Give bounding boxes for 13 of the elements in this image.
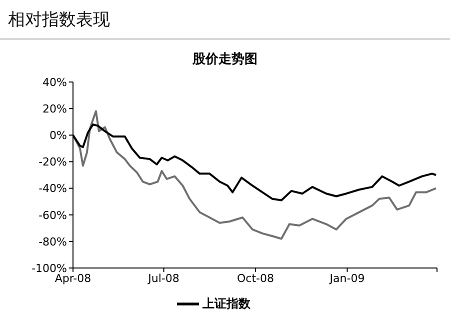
y-tick-label: 20% [42, 102, 67, 116]
y-tick-label: -80% [38, 235, 67, 248]
y-tick-label: 40% [42, 76, 67, 89]
chart-subtitle: 股价走势图 [191, 51, 258, 68]
x-tick-label: Oct-08 [237, 272, 274, 285]
y-tick-label: -60% [38, 208, 67, 222]
x-tick-label: Jan-09 [328, 272, 365, 285]
y-tick-label: -40% [38, 182, 67, 196]
y-tick-label: -20% [38, 156, 67, 169]
y-tick-label: 0% [50, 129, 67, 142]
legend-label: 上证指数 [202, 296, 250, 310]
chart-title: 相对指数表现 [8, 9, 110, 31]
x-tick-label: Jul-08 [147, 272, 180, 285]
